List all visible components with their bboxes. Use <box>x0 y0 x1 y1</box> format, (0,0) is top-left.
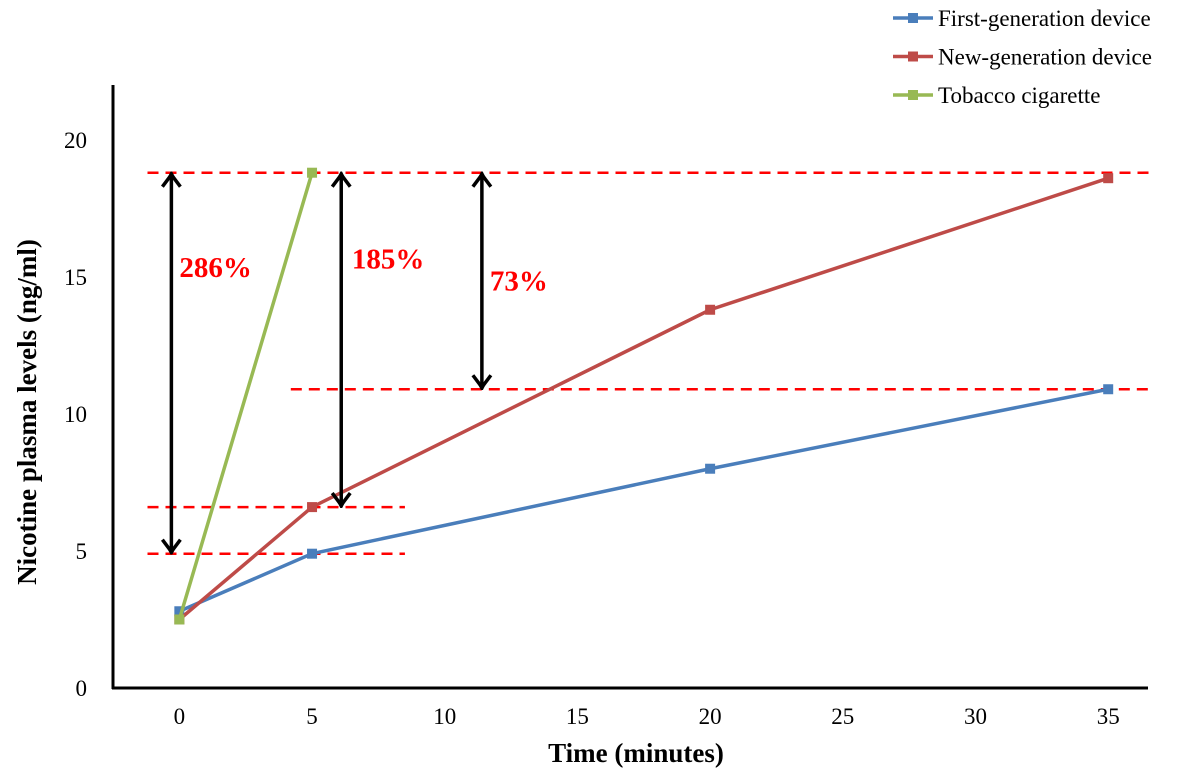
x-tick-label: 30 <box>964 704 987 729</box>
arrow-head-up <box>471 171 493 188</box>
arrow-head-up <box>160 171 182 188</box>
arrow-head-down <box>330 492 352 509</box>
x-tick-label: 10 <box>433 704 456 729</box>
x-tick-label: 20 <box>699 704 722 729</box>
y-tick-label: 15 <box>64 265 87 290</box>
x-tick-label: 15 <box>566 704 589 729</box>
legend-swatch-marker <box>908 13 918 23</box>
percent-difference-label: 286% <box>179 252 252 284</box>
data-point-marker <box>705 463 716 474</box>
x-tick-label: 35 <box>1097 704 1120 729</box>
data-point-marker <box>307 548 318 559</box>
arrow-head-down <box>160 538 182 555</box>
data-point-marker <box>174 614 185 625</box>
y-tick-label: 20 <box>64 128 87 153</box>
x-axis-title: Time (minutes) <box>548 738 724 768</box>
legend-swatch-marker <box>908 90 918 100</box>
data-point-marker <box>174 606 185 617</box>
y-tick-label: 0 <box>76 676 88 701</box>
percent-difference-label: 73% <box>490 266 548 298</box>
data-point-marker <box>307 502 318 513</box>
percent-difference-label: 185% <box>352 244 425 276</box>
y-axis-title: Nicotine plasma levels (ng/ml) <box>12 239 42 585</box>
legend-entry: First-generation device <box>938 6 1151 31</box>
arrow-head-down <box>471 374 493 391</box>
series-line-0 <box>178 387 1109 613</box>
series-line-2 <box>177 172 314 620</box>
series-line-1 <box>178 176 1109 621</box>
y-tick-label: 5 <box>76 539 88 564</box>
data-point-marker <box>1103 384 1114 395</box>
arrow-head-up <box>330 171 352 188</box>
data-point-marker <box>1103 173 1114 184</box>
legend-entry: Tobacco cigarette <box>938 83 1100 108</box>
data-point-marker <box>705 304 716 315</box>
y-tick-label: 10 <box>64 402 87 427</box>
x-tick-label: 0 <box>174 704 186 729</box>
legend-entry: New-generation device <box>938 45 1152 70</box>
legend-swatch-marker <box>908 51 918 62</box>
x-tick-label: 25 <box>831 704 854 729</box>
x-tick-label: 5 <box>306 704 318 729</box>
data-point-marker <box>307 167 318 178</box>
